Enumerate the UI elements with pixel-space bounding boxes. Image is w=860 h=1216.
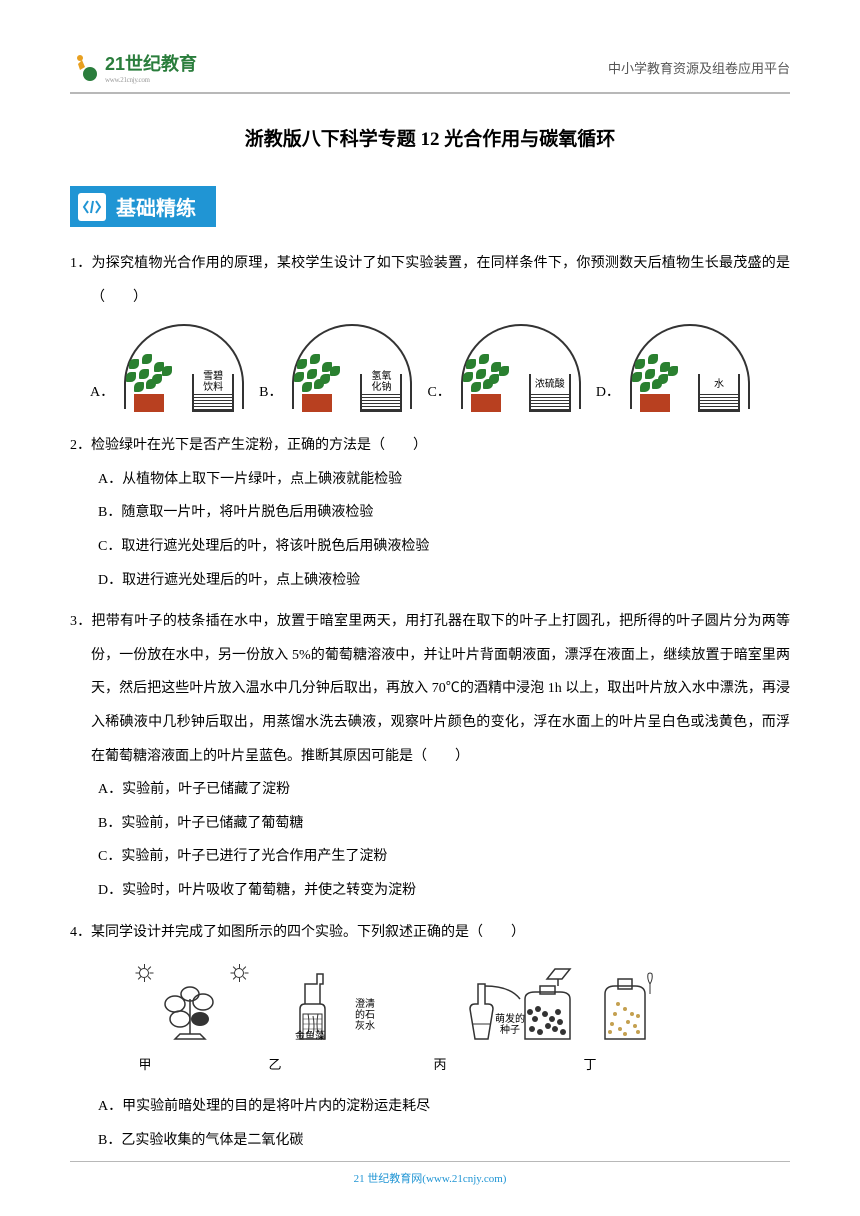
plant-figure-d: 水 <box>625 324 755 414</box>
q2-text: 2．检验绿叶在光下是否产生淀粉，正确的方法是（ ） <box>70 429 790 463</box>
label-bing: 丙 <box>360 1049 520 1080</box>
q2-option-a: A．从植物体上取下一片绿叶，点上碘液就能检验 <box>98 463 790 497</box>
q3-option-b: B．实验前，叶子已储藏了葡萄糖 <box>98 807 790 841</box>
q1-text: 1．为探究植物光合作用的原理，某校学生设计了如下实验装置，在同样条件下，你预测数… <box>70 247 790 314</box>
q4-figures: 甲 金鱼藻 <box>100 964 790 1080</box>
q2-option-d: D．取进行遮光处理后的叶，点上碘液检验 <box>98 564 790 598</box>
beaker-label-b: 氢氧 化钠 <box>362 371 400 393</box>
beaker-label-a: 雪碧 饮料 <box>194 371 232 393</box>
annotation-shihui: 澄清 的石 灰水 <box>355 999 375 1032</box>
q1-label-b: B． <box>259 376 282 415</box>
label-yi: 乙 <box>225 1049 325 1080</box>
plant-figure-b: 氢氧 化钠 <box>287 324 417 414</box>
annotation-jinyu: 金鱼藻 <box>295 1031 325 1042</box>
question-2: 2．检验绿叶在光下是否产生淀粉，正确的方法是（ ） A．从植物体上取下一片绿叶，… <box>70 429 790 597</box>
badge-code-icon <box>78 193 106 221</box>
q1-option-a: A． 雪碧 饮料 <box>90 324 249 414</box>
figure-bing: 澄清 的石 灰水 萌发的 种子 丙 <box>360 964 520 1080</box>
page-header: 21世纪教育 www.21cnjy.com 中小学教育资源及组卷应用平台 <box>70 50 790 94</box>
q1-label-c: C． <box>427 376 450 415</box>
q4-option-b: B．乙实验收集的气体是二氧化碳 <box>98 1124 790 1158</box>
q1-label-d: D． <box>596 376 620 415</box>
question-3: 3．把带有叶子的枝条插在水中，放置于暗室里两天，用打孔器在取下的叶子上打圆孔，把… <box>70 605 790 907</box>
section-badge: 基础精练 <box>70 186 216 227</box>
q3-option-d: D．实验时，叶片吸收了葡萄糖，并使之转变为淀粉 <box>98 874 790 908</box>
q4-text: 4．某同学设计并完成了如图所示的四个实验。下列叙述正确的是（ ） <box>70 916 790 950</box>
logo-icon <box>70 52 100 82</box>
figure-jia: 甲 <box>100 964 190 1080</box>
q1-option-b: B． 氢氧 化钠 <box>259 324 417 414</box>
section-badge-text: 基础精练 <box>116 192 196 221</box>
annotation-mengfa: 萌发的 种子 <box>495 1014 525 1036</box>
q1-option-c: C． 浓硫酸 <box>427 324 585 414</box>
question-1: 1．为探究植物光合作用的原理，某校学生设计了如下实验装置，在同样条件下，你预测数… <box>70 247 790 414</box>
label-ding: 丁 <box>555 1049 625 1080</box>
logo: 21世纪教育 www.21cnjy.com <box>70 50 197 84</box>
logo-main-text: 21世纪教育 <box>105 50 197 76</box>
logo-text: 21世纪教育 www.21cnjy.com <box>105 50 197 84</box>
q4-options: A．甲实验前暗处理的目的是将叶片内的淀粉运走耗尽 B．乙实验收集的气体是二氧化碳 <box>70 1090 790 1157</box>
plant-figure-a: 雪碧 饮料 <box>119 324 249 414</box>
q1-options: A． 雪碧 饮料 B． <box>90 324 790 414</box>
q2-option-c: C．取进行遮光处理后的叶，将该叶脱色后用碘液检验 <box>98 530 790 564</box>
q1-label-a: A． <box>90 376 114 415</box>
q3-options: A．实验前，叶子已储藏了淀粉 B．实验前，叶子已储藏了葡萄糖 C．实验前，叶子已… <box>70 773 790 907</box>
q3-text: 3．把带有叶子的枝条插在水中，放置于暗室里两天，用打孔器在取下的叶子上打圆孔，把… <box>70 605 790 773</box>
q2-options: A．从植物体上取下一片绿叶，点上碘液就能检验 B．随意取一片叶，将叶片脱色后用碘… <box>70 463 790 597</box>
header-right-text: 中小学教育资源及组卷应用平台 <box>608 58 790 77</box>
plant-figure-c: 浓硫酸 <box>456 324 586 414</box>
q2-option-b: B．随意取一片叶，将叶片脱色后用碘液检验 <box>98 496 790 530</box>
q4-option-a: A．甲实验前暗处理的目的是将叶片内的淀粉运走耗尽 <box>98 1090 790 1124</box>
q3-option-c: C．实验前，叶子已进行了光合作用产生了淀粉 <box>98 840 790 874</box>
beaker-label-d: 水 <box>700 379 738 390</box>
beaker-label-c: 浓硫酸 <box>531 379 569 390</box>
q1-option-d: D． 水 <box>596 324 755 414</box>
logo-sub-text: www.21cnjy.com <box>105 76 197 84</box>
figure-ding: 丁 <box>555 964 625 1080</box>
figure-yi: 金鱼藻 乙 <box>225 964 325 1080</box>
label-jia: 甲 <box>100 1049 190 1080</box>
question-4: 4．某同学设计并完成了如图所示的四个实验。下列叙述正确的是（ ） <box>70 916 790 1158</box>
page-title: 浙教版八下科学专题 12 光合作用与碳氧循环 <box>70 124 790 151</box>
q3-option-a: A．实验前，叶子已储藏了淀粉 <box>98 773 790 807</box>
page-footer: 21 世纪教育网(www.21cnjy.com) <box>70 1161 790 1186</box>
